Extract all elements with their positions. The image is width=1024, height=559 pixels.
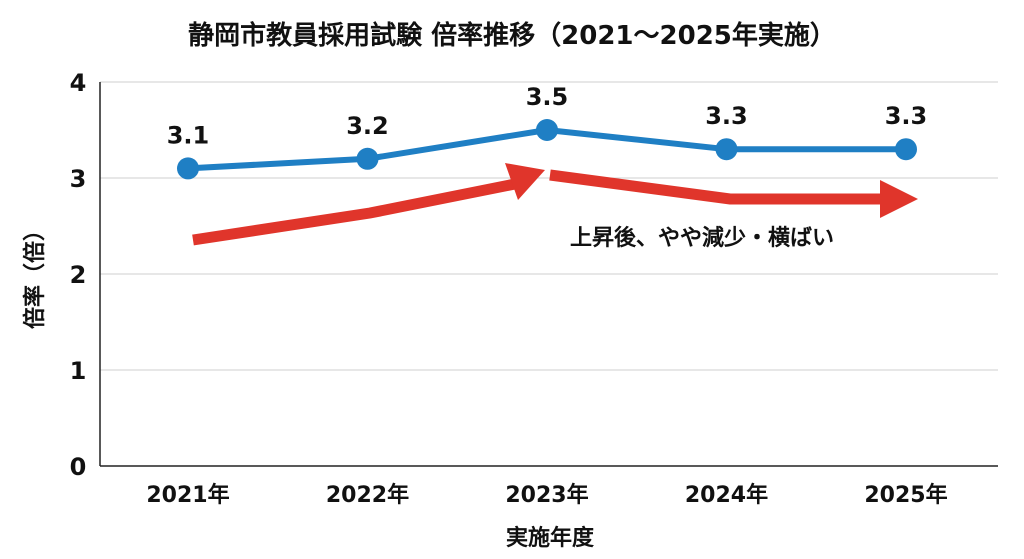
x-tick-label: 2024年 (685, 482, 768, 508)
data-point (536, 119, 558, 141)
x-tick-label: 2022年 (326, 482, 409, 508)
data-label: 3.2 (346, 112, 389, 140)
data-point (356, 147, 379, 170)
trend-arrow-up-head (505, 163, 545, 200)
y-tick-label: 3 (70, 165, 87, 193)
y-tick-label: 2 (70, 261, 87, 289)
trend-annotation: 上昇後、やや減少・横ばい (570, 225, 834, 251)
data-label: 3.3 (885, 102, 928, 130)
data-point (177, 157, 199, 180)
trend-arrow-up (192, 178, 517, 246)
data-point (715, 138, 738, 161)
chart-title: 静岡市教員採用試験 倍率推移（2021～2025年実施） (188, 20, 836, 51)
x-tick-label: 2023年 (505, 482, 588, 508)
data-point (895, 138, 917, 161)
data-label: 3.1 (167, 121, 210, 149)
x-axis-label: 実施年度 (506, 525, 595, 551)
y-tick-label: 0 (70, 453, 87, 481)
x-tick-label: 2021年 (146, 482, 229, 508)
data-label: 3.3 (705, 102, 748, 130)
y-tick-label: 1 (70, 357, 87, 385)
y-tick-label: 4 (70, 69, 87, 97)
data-label: 3.5 (526, 83, 569, 111)
x-tick-label: 2025年 (864, 482, 947, 508)
y-axis-label: 倍率（倍） (22, 219, 48, 329)
trend-arrow-flat (549, 169, 880, 205)
trend-arrow-flat-head (880, 180, 918, 218)
